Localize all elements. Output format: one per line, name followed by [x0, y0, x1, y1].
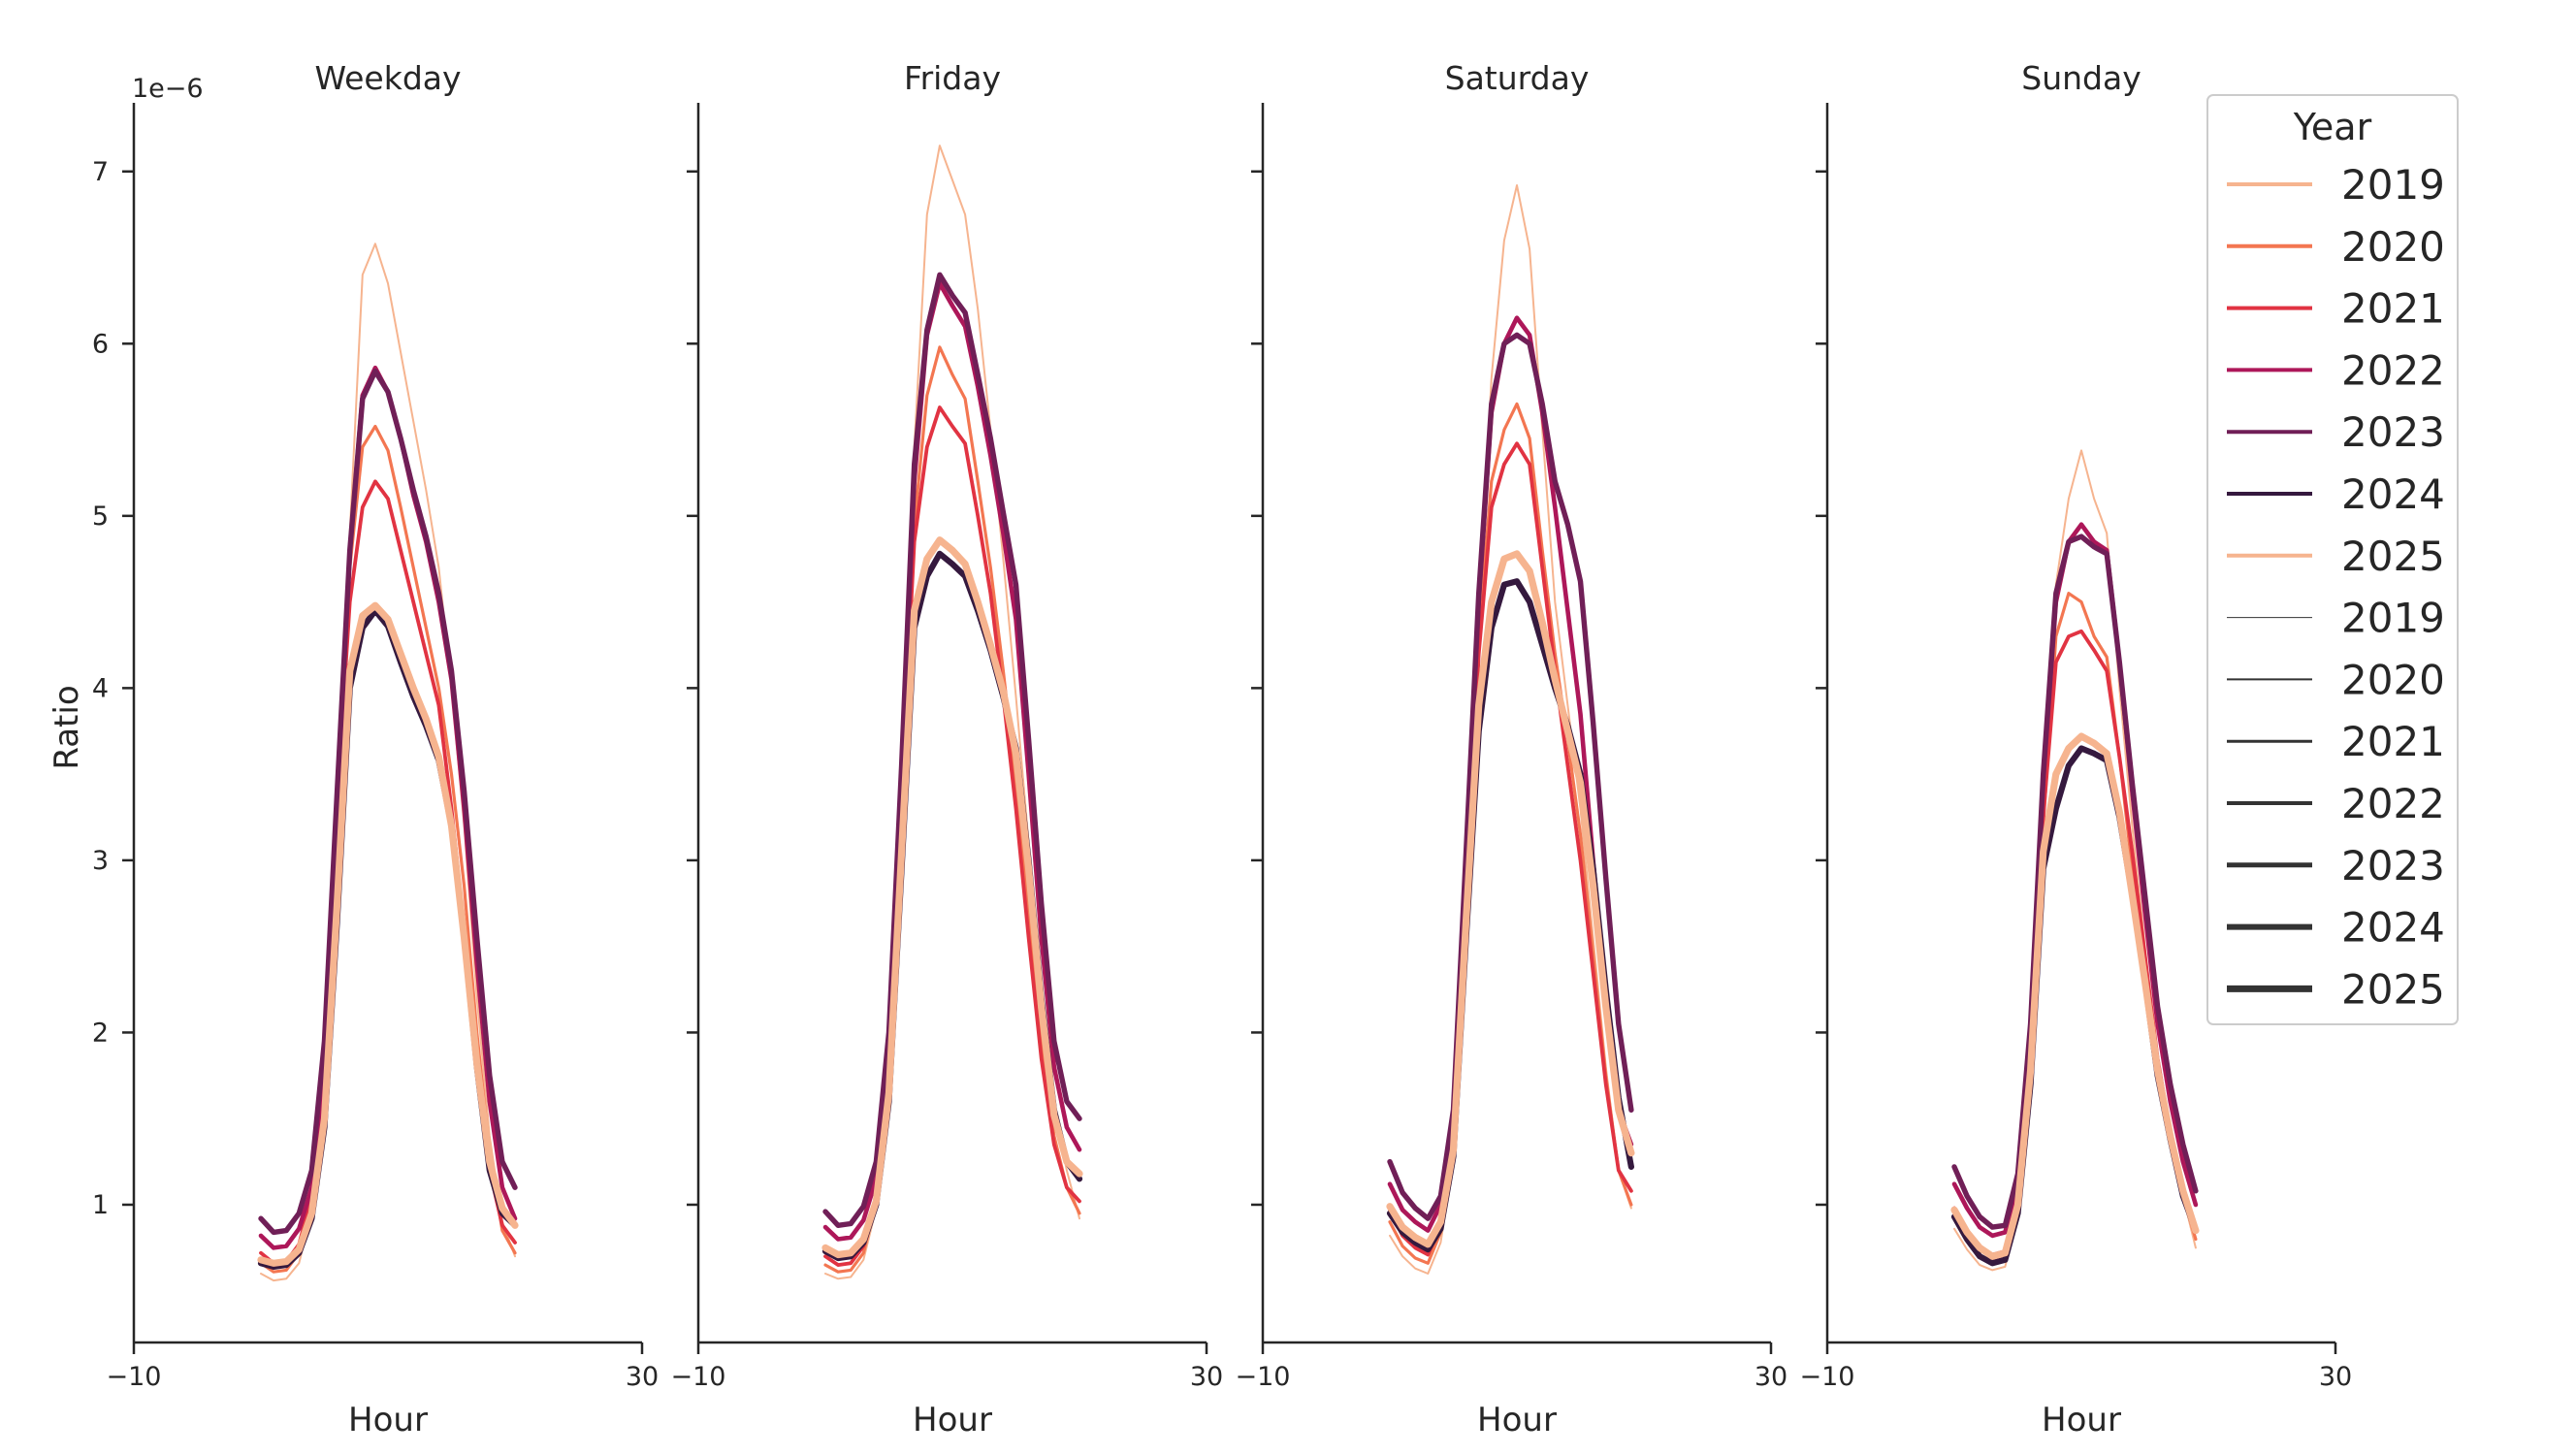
x-axis-label: Hour — [348, 1401, 428, 1439]
series-line-2025 — [1386, 550, 1635, 1248]
legend-color-entry: 2025 — [2227, 533, 2445, 580]
panel-title: Sunday — [2021, 59, 2141, 97]
legend-width-entry: 2023 — [2227, 842, 2445, 889]
x-axis-label: Hour — [913, 1401, 992, 1439]
y-tick-label: 2 — [92, 1018, 109, 1048]
legend-label: 2025 — [2341, 533, 2445, 580]
series-line-2023 — [1387, 332, 1634, 1221]
legend-label: 2021 — [2341, 718, 2445, 765]
legend-label: 2020 — [2341, 656, 2445, 703]
series-line-2025 — [257, 601, 519, 1267]
legend-title: Year — [2293, 106, 2372, 148]
series-line-2023 — [822, 272, 1082, 1229]
x-tick-label: 30 — [1755, 1362, 1787, 1392]
legend-label: 2019 — [2341, 595, 2445, 642]
legend-label: 2020 — [2341, 223, 2445, 271]
y-tick-label: 5 — [92, 501, 109, 532]
legend-width-entry: 2022 — [2227, 780, 2445, 827]
legend-color-entry: 2023 — [2227, 408, 2445, 456]
panel-title: Friday — [904, 59, 1001, 97]
legend-width-entry: 2020 — [2227, 656, 2445, 703]
legend-label: 2024 — [2341, 470, 2445, 518]
legend-width-entry: 2025 — [2227, 965, 2445, 1013]
x-tick-label: 30 — [626, 1362, 659, 1392]
legend-width-entry: 2021 — [2227, 718, 2445, 765]
x-axis-label: Hour — [2042, 1401, 2121, 1439]
x-tick-label: −10 — [107, 1362, 162, 1392]
series-line-2023 — [258, 369, 518, 1236]
y-tick-label: 1 — [92, 1190, 109, 1220]
series-line-2021 — [1952, 629, 2198, 1257]
panel-saturday: Saturday −10 30 Hour — [1236, 59, 1788, 1439]
series-line-2025 — [1950, 732, 2200, 1260]
series-line-2022 — [822, 280, 1082, 1242]
legend-label: 2021 — [2341, 285, 2445, 333]
legend-frame — [2206, 94, 2459, 1025]
series-line-2022 — [1951, 522, 2199, 1239]
series-line-2020 — [259, 424, 517, 1274]
y-tick-label: 6 — [92, 329, 109, 359]
series-line-2019 — [1389, 184, 1632, 1275]
panel-title: Weekday — [314, 59, 461, 97]
y-tick-label: 3 — [92, 846, 109, 876]
legend-label: 2022 — [2341, 346, 2445, 394]
panel-friday: Friday −10 30 Hour — [671, 59, 1224, 1439]
series-line-2023 — [1951, 534, 2199, 1230]
y-tick-label: 4 — [92, 673, 109, 703]
legend-label: 2023 — [2341, 408, 2445, 456]
panel-sunday: Sunday −10 30 Hour — [1800, 59, 2353, 1439]
y-axis-label: Ratio — [48, 685, 86, 769]
legend-color-entry: 2024 — [2227, 470, 2445, 518]
series-line-2020 — [1952, 592, 2198, 1264]
x-tick-label: −10 — [671, 1362, 726, 1392]
series-line-2020 — [823, 345, 1081, 1274]
legend-label: 2024 — [2341, 904, 2445, 952]
legend-color-entry: 2020 — [2227, 223, 2445, 271]
legend-label: 2023 — [2341, 842, 2445, 889]
x-tick-label: −10 — [1800, 1362, 1855, 1392]
series-line-2021 — [259, 479, 517, 1266]
legend-width-entry: 2024 — [2227, 904, 2445, 952]
y-tick-label: 7 — [92, 157, 109, 187]
legend: Year 2019 2020 2021 2022 2023 2024 2025 2019 202… — [2206, 94, 2459, 1025]
panel-weekday: Weekday 1 2 3 4 5 6 7 −10 30 Hour — [92, 59, 659, 1439]
legend-label: 2025 — [2341, 965, 2445, 1013]
series-line-2019 — [824, 145, 1080, 1280]
x-tick-label: 30 — [1190, 1362, 1223, 1392]
legend-color-entry: 2021 — [2227, 285, 2445, 333]
panel-title: Saturday — [1445, 59, 1590, 97]
x-tick-label: −10 — [1236, 1362, 1291, 1392]
legend-label: 2019 — [2341, 161, 2445, 209]
legend-color-entry: 2022 — [2227, 346, 2445, 394]
legend-color-entry: 2019 — [2227, 161, 2445, 209]
x-tick-label: 30 — [2319, 1362, 2352, 1392]
legend-entries: 2019 2020 2021 2022 2023 2024 2025 2019 2020 2021… — [2227, 161, 2445, 1013]
series-line-2021 — [1388, 441, 1633, 1257]
legend-label: 2022 — [2341, 780, 2445, 827]
x-axis-label: Hour — [1477, 1401, 1557, 1439]
legend-width-entry: 2019 — [2227, 595, 2445, 642]
series-line-2019 — [1953, 449, 2197, 1272]
series-line-2021 — [823, 405, 1081, 1267]
series-line-2020 — [1388, 402, 1633, 1265]
series-line-2025 — [821, 536, 1083, 1259]
y-scale-label: 1e−6 — [132, 74, 204, 104]
